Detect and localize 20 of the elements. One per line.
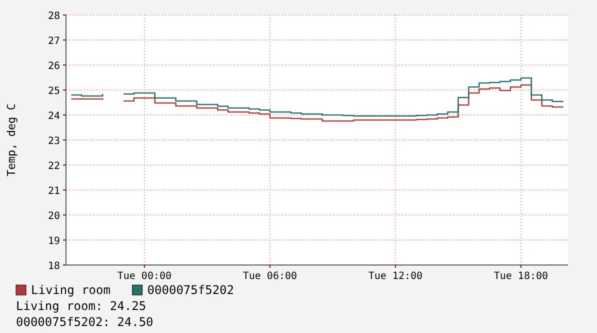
y-tick-label: 24 [48, 111, 60, 122]
y-tick-label: 28 [48, 11, 60, 22]
y-tick-label: 20 [48, 211, 60, 222]
y-tick-label: 19 [48, 236, 60, 247]
y-axis-title: Temp, deg C [5, 104, 18, 176]
legend-label: Living room [31, 283, 110, 297]
legend-label: 0000075f5202 [147, 283, 234, 297]
text: 0000075f5202: 24.50 [16, 315, 154, 329]
x-tick-label: Tue 12:00 [368, 271, 423, 282]
x-tick-label: Tue 18:00 [494, 271, 548, 282]
y-tick-label: 26 [48, 61, 60, 72]
y-tick-label: 25 [48, 86, 60, 97]
text: Living room: 24.25 [16, 299, 146, 313]
y-tick-label: 22 [48, 161, 60, 172]
x-tick-label: Tue 06:00 [242, 271, 298, 282]
x-tick-label: Tue 00:00 [117, 271, 172, 282]
y-tick-label: 21 [48, 186, 60, 197]
y-tick-label: 23 [48, 136, 60, 147]
y-tick-label: 27 [48, 36, 60, 47]
y-tick-label: 18 [48, 261, 60, 272]
